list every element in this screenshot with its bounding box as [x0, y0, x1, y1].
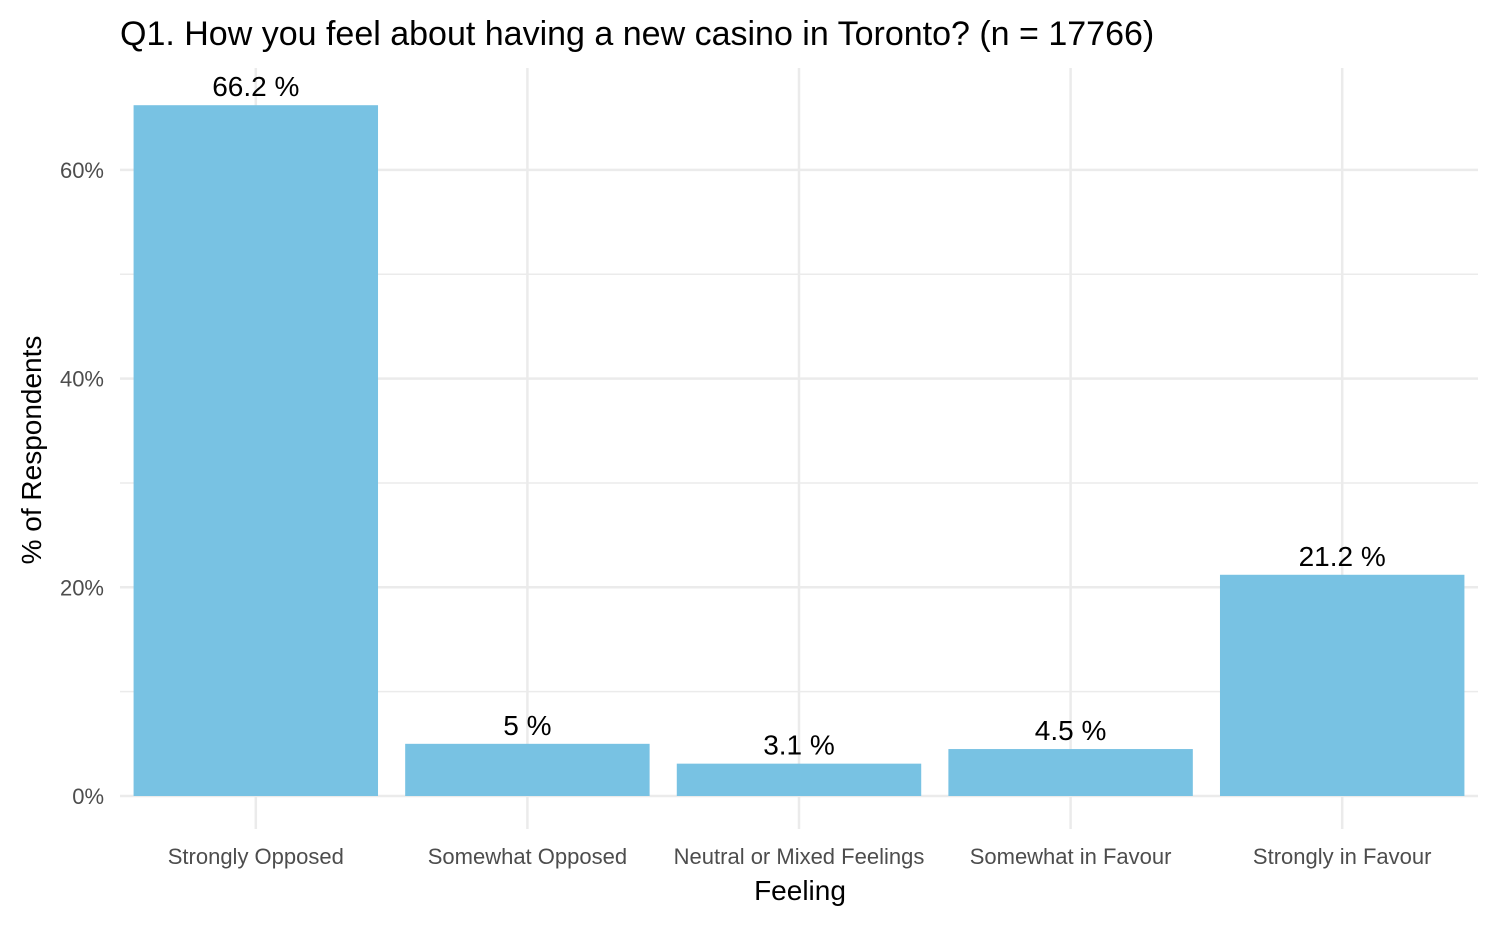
y-axis-title: % of Respondents — [16, 336, 47, 565]
x-tick-label: Somewhat in Favour — [970, 844, 1172, 869]
bar-value-label: 4.5 % — [1035, 715, 1107, 746]
chart-title: Q1. How you feel about having a new casi… — [120, 15, 1154, 53]
bar — [676, 763, 922, 796]
bar-value-label: 21.2 % — [1299, 541, 1386, 572]
y-tick-label: 20% — [60, 575, 104, 600]
data-labels: 66.2 % 5 % 3.1 % 4.5 % 21.2 % — [212, 71, 1386, 760]
x-axis-title: Feeling — [754, 875, 846, 906]
y-tick-label: 0% — [72, 784, 104, 809]
y-tick-label: 60% — [60, 158, 104, 183]
bar — [948, 749, 1193, 796]
x-tick-label: Strongly Opposed — [168, 844, 344, 869]
bar — [133, 105, 379, 796]
bar — [1219, 574, 1465, 796]
bar — [405, 743, 650, 796]
x-tick-label: Somewhat Opposed — [428, 844, 627, 869]
bar-value-label: 3.1 % — [763, 730, 835, 761]
y-tick-label: 40% — [60, 367, 104, 392]
bar-value-label: 66.2 % — [212, 71, 299, 102]
y-axis: 0% 20% 40% 60% — [60, 158, 104, 809]
x-tick-label: Neutral or Mixed Feelings — [674, 844, 925, 869]
bars — [133, 105, 1465, 796]
bar-value-label: 5 % — [503, 710, 551, 741]
x-tick-label: Strongly in Favour — [1253, 844, 1432, 869]
x-axis: Strongly Opposed Somewhat Opposed Neutral … — [168, 844, 1432, 869]
